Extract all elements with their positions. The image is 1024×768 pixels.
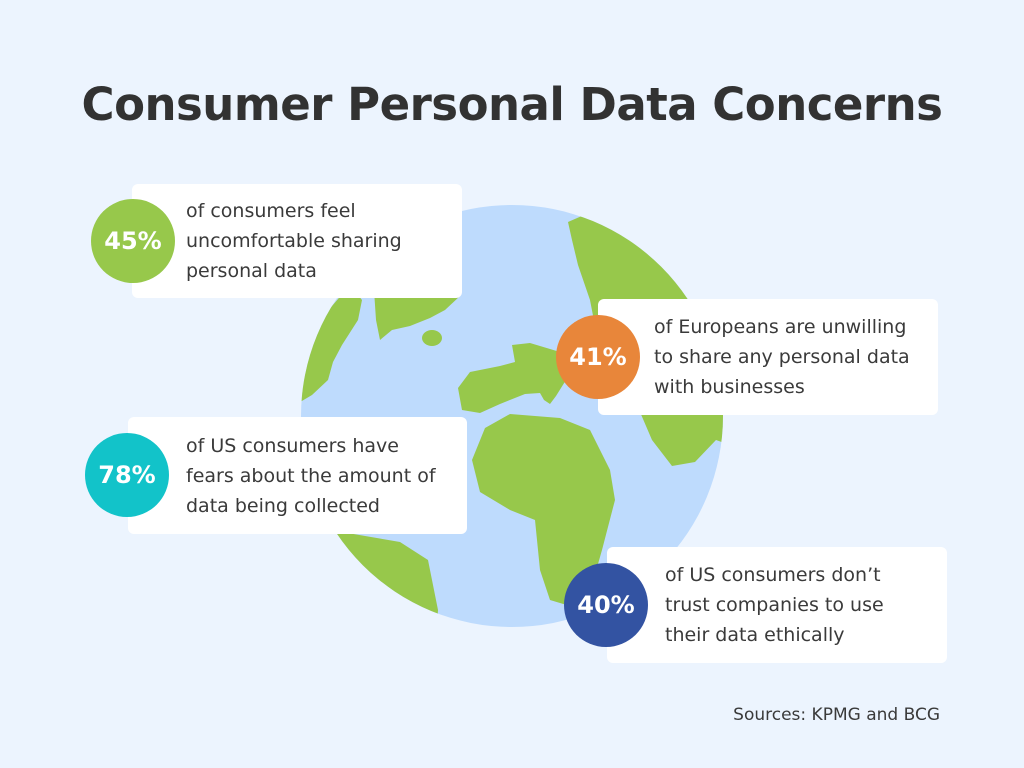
stat-card-2: of Europeans are unwilling to share any … xyxy=(598,299,938,415)
sources-note: Sources: KPMG and BCG xyxy=(733,705,940,725)
stat-text-line: of US consumers have xyxy=(186,434,399,457)
stat-card-4: of US consumers don’t trust companies to… xyxy=(607,547,947,663)
stat-badge-78: 78% xyxy=(85,433,169,517)
stat-text-line: data being collected xyxy=(186,494,380,517)
stat-text-line: of US consumers don’t xyxy=(665,564,881,586)
stat-card-3: of US consumers have fears about the amo… xyxy=(128,417,467,534)
stat-text-line: trust companies to use xyxy=(665,594,884,616)
page-title: Consumer Personal Data Concerns xyxy=(81,78,943,131)
stat-card-1: of consumers feel uncomfortable sharing … xyxy=(132,184,462,298)
stat-badge-41: 41% xyxy=(556,315,640,399)
stat-description: of US consumers have fears about the amo… xyxy=(186,431,436,521)
stat-text-line: uncomfortable sharing xyxy=(186,230,402,252)
stat-text-line: with businesses xyxy=(654,376,805,398)
stat-text-line: fears about the amount of xyxy=(186,464,436,487)
stat-text-line: of Europeans are unwilling xyxy=(654,316,907,338)
stat-description: of consumers feel uncomfortable sharing … xyxy=(186,196,402,286)
stat-text-line: their data ethically xyxy=(665,624,845,646)
stat-text-line: personal data xyxy=(186,260,317,282)
stat-badge-40: 40% xyxy=(564,563,648,647)
stat-text-line: of consumers feel xyxy=(186,200,356,222)
stat-text-line: to share any personal data xyxy=(654,346,910,368)
stat-description: of Europeans are unwilling to share any … xyxy=(654,312,910,402)
stat-badge-45: 45% xyxy=(91,199,175,283)
stat-description: of US consumers don’t trust companies to… xyxy=(665,560,884,650)
